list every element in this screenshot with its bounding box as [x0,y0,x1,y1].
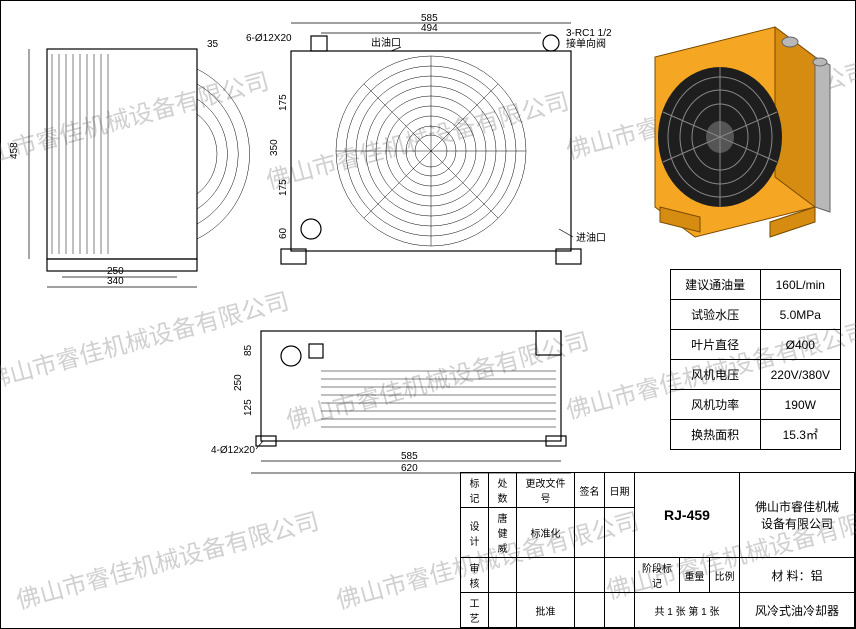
port-note: 3-RC1 1/2 [566,28,612,39]
tb-r1c1: 标记 [461,473,489,508]
tb-r2c2: 唐健威 [489,508,517,558]
spec-row: 风机电压220V/380V [670,360,840,390]
spec-value: 220V/380V [760,360,840,390]
dim-620: 620 [401,463,418,474]
dim-85: 85 [243,344,254,356]
tb-r3c1: 审核 [461,558,489,593]
spec-label: 建议通油量 [670,270,760,300]
spec-value: 5.0MPa [760,300,840,330]
spec-value: 190W [760,390,840,420]
spec-value: Ø400 [760,330,840,360]
tb-r4c1: 工艺 [461,593,489,628]
dim-175b: 175 [278,179,289,196]
spec-row: 叶片直径Ø400 [670,330,840,360]
dim-125: 125 [243,399,254,416]
top-view: 250 125 85 585 620 4-Ø12x20 [201,301,621,501]
watermark-text: 佛山市睿佳机械设备有限公司 [12,501,322,616]
tb-r2c3: 标准化 [517,508,575,558]
port-sub-note: 接单向阀 [566,37,606,50]
tb-r2c4 [575,508,605,558]
isometric-render [615,7,835,257]
spec-row: 换热面积15.3㎡ [670,420,840,450]
outlet-label: 出油口 [371,36,401,49]
tb-r4c3: 批准 [517,593,575,628]
dim-494: 494 [421,23,438,34]
spec-label: 换热面积 [670,420,760,450]
spec-label: 试验水压 [670,300,760,330]
company-name: 佛山市睿佳机械 设备有限公司 [740,473,855,558]
spec-row: 建议通油量160L/min [670,270,840,300]
tb-r1c2: 处数 [489,473,517,508]
hole-note: 6-Ø12X20 [246,33,292,44]
product-name: 风冷式油冷却器 [740,593,855,628]
dim-250: 250 [233,374,244,391]
top-hole-note: 4-Ø12x20 [211,445,255,456]
spec-value: 160L/min [760,270,840,300]
spec-table: 建议通油量160L/min试验水压5.0MPa叶片直径Ø400风机电压220V/… [670,269,841,450]
front-view: 585 494 350 175 175 60 出油口 进油口 6-Ø12X20 … [241,11,621,291]
dim-250: 250 [107,266,124,277]
dim-35: 35 [207,39,219,50]
tb-r2c1: 设计 [461,508,489,558]
spec-label: 风机功率 [670,390,760,420]
dim-585b: 585 [401,451,418,462]
sheet-count: 共 1 张 第 1 张 [635,593,740,628]
tb-r2c5: 阶段标记 [635,558,680,593]
tb-r1c5: 日期 [605,473,635,508]
dim-60: 60 [278,227,289,239]
spec-value: 15.3㎡ [760,420,840,450]
spec-label: 叶片直径 [670,330,760,360]
dim-340: 340 [107,276,124,287]
spec-label: 风机电压 [670,360,760,390]
dim-175a: 175 [278,94,289,111]
spec-row: 试验水压5.0MPa [670,300,840,330]
dim-350: 350 [269,139,280,156]
inlet-label: 进油口 [576,231,606,244]
side-view: 340 250 458 35 [7,19,267,299]
tb-r2c6: 重量 [680,558,710,593]
tb-r1c4: 签名 [575,473,605,508]
material-label: 材 料：铝 [740,558,855,593]
dim-458: 458 [9,142,20,159]
spec-row: 风机功率190W [670,390,840,420]
title-block: 标记 处数 更改文件号 签名 日期 RJ-459 佛山市睿佳机械 设备有限公司 … [460,472,855,628]
tb-r1c3: 更改文件号 [517,473,575,508]
tb-r2c7: 比例 [710,558,740,593]
model-number: RJ-459 [635,473,740,558]
